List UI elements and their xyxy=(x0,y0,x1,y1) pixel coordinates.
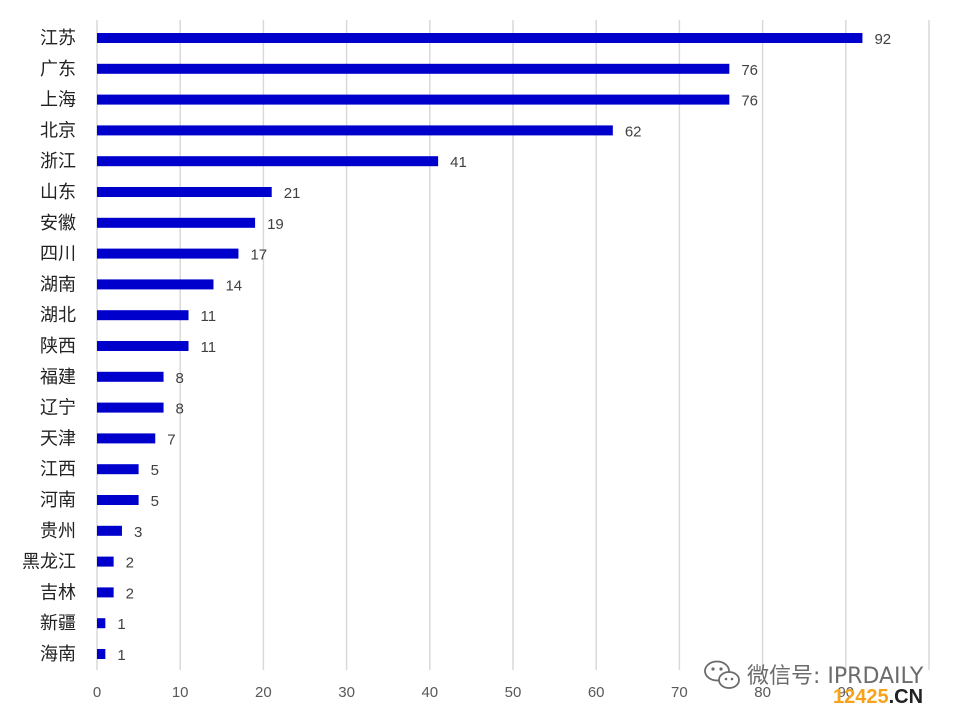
data-label: 8 xyxy=(176,370,184,387)
category-label: 新疆 xyxy=(40,613,76,634)
x-tick-label: 70 xyxy=(671,684,688,701)
category-label: 安徽 xyxy=(40,213,76,234)
data-label: 7 xyxy=(167,431,175,448)
category-label: 湖南 xyxy=(40,274,76,295)
data-label: 2 xyxy=(126,585,134,602)
bar xyxy=(97,94,730,105)
bar xyxy=(97,556,114,567)
category-label: 福建 xyxy=(40,367,76,388)
x-tick-label: 50 xyxy=(505,684,522,701)
data-label: 5 xyxy=(151,493,159,510)
data-label: 5 xyxy=(151,462,159,479)
watermark-site-domain: .CN xyxy=(889,686,923,708)
data-label: 1 xyxy=(117,647,125,664)
bar xyxy=(97,279,214,290)
data-label: 8 xyxy=(176,401,184,418)
data-label: 14 xyxy=(225,277,242,294)
data-label: 62 xyxy=(625,123,642,140)
x-tick-label: 60 xyxy=(588,684,605,701)
category-label: 黑龙江 xyxy=(22,552,76,573)
bar xyxy=(97,402,164,413)
watermark: 微信号: IPRDAILY 12425.CN xyxy=(704,660,924,708)
data-label: 1 xyxy=(117,616,125,633)
wechat-icon xyxy=(704,660,740,689)
category-label: 辽宁 xyxy=(40,398,76,419)
category-label: 吉林 xyxy=(40,582,76,603)
bar xyxy=(97,156,439,167)
data-label: 76 xyxy=(741,93,758,110)
bar xyxy=(97,649,106,659)
bar xyxy=(97,525,122,536)
data-label: 21 xyxy=(284,185,301,202)
category-label: 河南 xyxy=(40,490,76,511)
bar xyxy=(97,310,189,321)
bar xyxy=(97,495,139,505)
gridlines xyxy=(96,20,930,670)
category-label: 天津 xyxy=(40,428,76,449)
data-label: 3 xyxy=(134,524,142,541)
category-label: 贵州 xyxy=(40,521,76,542)
category-label: 四川 xyxy=(40,244,76,265)
bar xyxy=(97,217,256,228)
category-labels: 江苏广东上海北京浙江山东安徽四川湖南湖北陕西福建辽宁天津江西河南贵州黑龙江吉林新… xyxy=(22,28,76,665)
data-label: 76 xyxy=(741,62,758,79)
data-label: 11 xyxy=(201,308,217,325)
bar xyxy=(97,33,863,43)
bar xyxy=(97,433,156,444)
category-label: 湖北 xyxy=(40,305,76,326)
bar xyxy=(97,587,114,598)
x-tick-label: 40 xyxy=(421,684,438,701)
category-label: 江苏 xyxy=(40,28,76,49)
category-label: 浙江 xyxy=(40,151,76,172)
x-tick-label: 20 xyxy=(255,684,272,701)
bar xyxy=(97,248,239,259)
x-tick-label: 80 xyxy=(754,684,771,701)
bar xyxy=(97,187,272,197)
category-label: 上海 xyxy=(40,90,76,111)
bar xyxy=(97,341,189,351)
bar xyxy=(97,63,730,74)
category-label: 陕西 xyxy=(40,336,76,357)
bar xyxy=(97,464,139,475)
x-tick-label: 0 xyxy=(93,684,101,701)
category-label: 广东 xyxy=(40,59,76,80)
data-label: 19 xyxy=(267,216,284,233)
watermark-text: 微信号: IPRDAILY xyxy=(747,664,924,689)
data-label: 92 xyxy=(874,31,891,48)
category-label: 山东 xyxy=(40,182,76,203)
x-tick-label: 90 xyxy=(837,684,854,701)
x-axis-ticks: 0 10 20 30 40 50 60 70 80 90 xyxy=(93,684,854,701)
x-tick-label: 30 xyxy=(338,684,355,701)
watermark-site-number: 12425 xyxy=(833,686,889,708)
category-label: 江西 xyxy=(40,459,76,480)
bars xyxy=(97,33,863,659)
category-label: 北京 xyxy=(40,120,76,141)
x-tick-label: 10 xyxy=(172,684,189,701)
bar xyxy=(97,125,613,136)
bar xyxy=(97,618,106,629)
data-label: 41 xyxy=(450,154,467,171)
data-label: 11 xyxy=(201,339,217,356)
data-label: 17 xyxy=(250,247,267,264)
bar xyxy=(97,371,164,382)
category-label: 海南 xyxy=(40,644,76,665)
data-label: 2 xyxy=(126,555,134,572)
watermark-site: 12425.CN xyxy=(833,686,923,708)
